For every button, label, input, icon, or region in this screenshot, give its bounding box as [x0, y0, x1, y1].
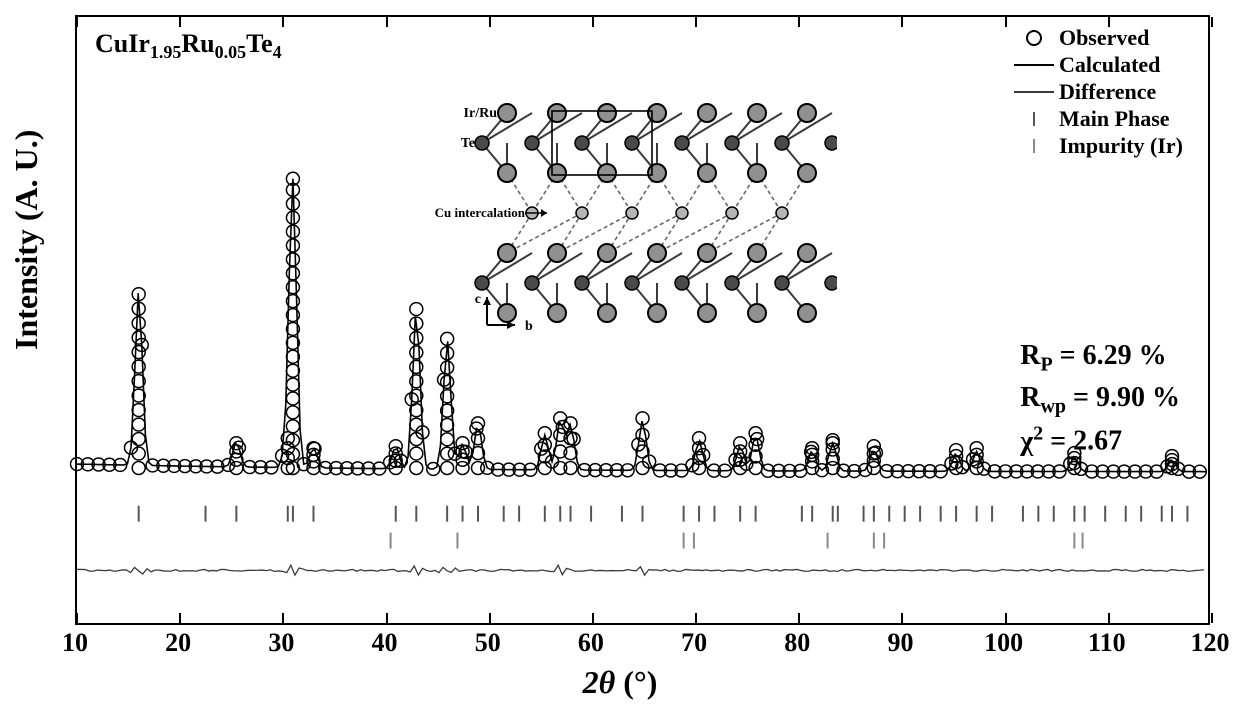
crystal-structure-inset: Ir/Ru Te Cu intercalation c b — [397, 95, 837, 345]
x-tick-label: 20 — [165, 628, 191, 658]
x-tick-mark — [695, 613, 697, 623]
x-tick-mark — [282, 613, 284, 623]
svg-text:Cu intercalation: Cu intercalation — [435, 205, 526, 220]
x-tick-mark-top — [901, 17, 903, 27]
x-tick-mark — [1005, 613, 1007, 623]
svg-text:Te: Te — [461, 136, 475, 151]
x-tick-label: 100 — [984, 628, 1023, 658]
x-axis-label: 2θ (°) — [583, 664, 658, 701]
svg-text:c: c — [475, 292, 481, 307]
x-tick-mark — [798, 613, 800, 623]
x-tick-mark-top — [1211, 17, 1213, 27]
x-tick-label: 10 — [62, 628, 88, 658]
x-tick-mark — [1211, 613, 1213, 623]
x-tick-mark-top — [386, 17, 388, 27]
x-tick-mark-top — [282, 17, 284, 27]
x-tick-label: 60 — [578, 628, 604, 658]
x-tick-mark-top — [489, 17, 491, 27]
x-tick-mark-top — [695, 17, 697, 27]
svg-text:Ir/Ru: Ir/Ru — [464, 106, 498, 121]
y-axis-label: Intensity (A. U.) — [8, 130, 45, 350]
x-tick-label: 110 — [1088, 628, 1126, 658]
x-tick-mark-top — [1108, 17, 1110, 27]
x-tick-mark — [179, 613, 181, 623]
x-tick-mark-top — [798, 17, 800, 27]
x-tick-label: 30 — [268, 628, 294, 658]
x-tick-mark — [1108, 613, 1110, 623]
x-tick-mark-top — [76, 17, 78, 27]
x-tick-label: 80 — [784, 628, 810, 658]
x-tick-mark-top — [1005, 17, 1007, 27]
x-tick-label: 70 — [681, 628, 707, 658]
x-tick-label: 90 — [887, 628, 913, 658]
x-tick-label: 120 — [1191, 628, 1230, 658]
x-tick-mark — [386, 613, 388, 623]
x-tick-mark — [592, 613, 594, 623]
x-tick-mark-top — [592, 17, 594, 27]
x-tick-mark — [901, 613, 903, 623]
chart-frame: CuIr1.95Ru0.05Te4 ObservedCalculatedDiff… — [75, 15, 1210, 625]
x-tick-label: 50 — [475, 628, 501, 658]
x-tick-mark — [76, 613, 78, 623]
x-tick-label: 40 — [372, 628, 398, 658]
x-axis-ticks: 102030405060708090100110120 — [75, 628, 1210, 668]
svg-text:b: b — [525, 319, 533, 334]
x-tick-mark-top — [179, 17, 181, 27]
x-tick-mark — [489, 613, 491, 623]
